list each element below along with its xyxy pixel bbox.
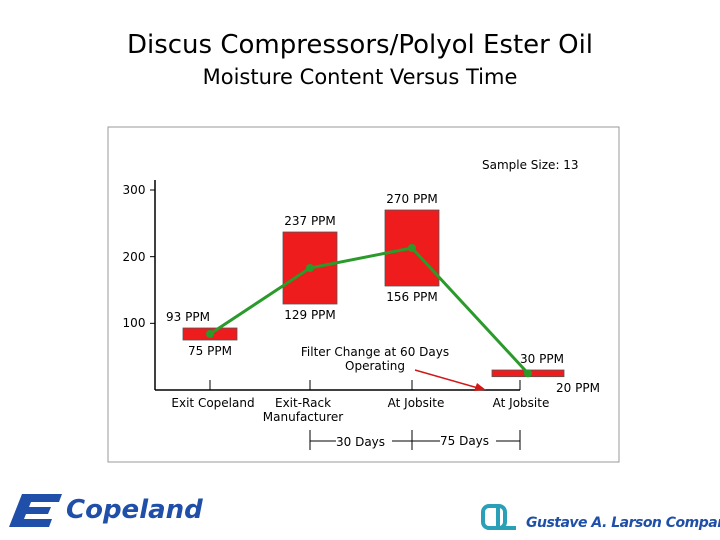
sample-size: Sample Size: 13 bbox=[482, 158, 579, 172]
low-label: 156 PPM bbox=[386, 290, 438, 304]
x-tick-label: Exit Copeland bbox=[171, 396, 255, 410]
x-tick-label: At Jobsite bbox=[387, 396, 445, 410]
line bbox=[209, 246, 530, 375]
note: Filter Change at 60 Days Operating bbox=[300, 345, 450, 373]
note-arrow bbox=[414, 369, 486, 391]
point bbox=[408, 244, 416, 252]
y-tick-label: 100 bbox=[122, 316, 146, 331]
y-tick-label: 200 bbox=[122, 249, 146, 264]
y-tick-label: 300 bbox=[122, 183, 146, 197]
chart-title: Discus Compressors/Polyol Ester Oil bbox=[126, 30, 594, 60]
larson-icon bbox=[481, 504, 516, 530]
chart-frame bbox=[107, 126, 620, 463]
copeland-icon bbox=[9, 494, 62, 527]
low-label: 129 PPM bbox=[284, 308, 336, 322]
point bbox=[524, 369, 532, 378]
point bbox=[306, 264, 314, 272]
logo-copeland: Copeland bbox=[66, 495, 203, 525]
interval-label: 30 Days bbox=[336, 435, 386, 449]
logo-larson: Gustave A. Larson Company bbox=[526, 515, 720, 531]
high-label: 270 PPM bbox=[386, 192, 438, 206]
point bbox=[206, 330, 214, 338]
interval-label: 75 Days bbox=[440, 434, 490, 448]
low-label: 20 PPM bbox=[556, 380, 600, 395]
x-tick-label: Exit-Rack Manufacturer bbox=[262, 396, 344, 424]
x-tick-label: At Jobsite bbox=[492, 396, 550, 410]
high-label: 237 PPM bbox=[284, 214, 336, 228]
high-label: 93 PPM bbox=[166, 310, 210, 324]
high-label: 30 PPM bbox=[520, 352, 564, 366]
chart-subtitle: Moisture Content Versus Time bbox=[202, 65, 518, 89]
interval-brackets bbox=[309, 430, 521, 450]
low-label: 75 PPM bbox=[188, 344, 232, 358]
